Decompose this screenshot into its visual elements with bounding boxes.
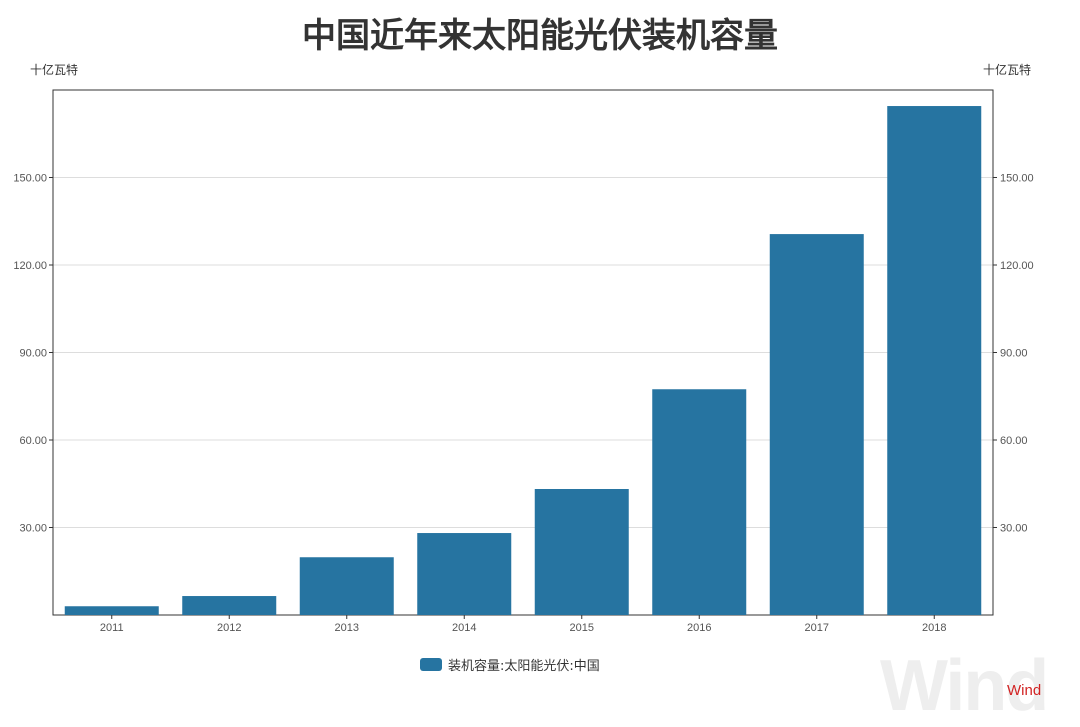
brand-label: Wind bbox=[1007, 682, 1042, 699]
y-axis-unit-right: 十亿瓦特 bbox=[983, 63, 1032, 77]
watermark-logo: Wind bbox=[880, 646, 1049, 726]
y-tick-label-left: 60.00 bbox=[19, 435, 47, 447]
y-tick-label-right: 30.00 bbox=[1000, 523, 1028, 535]
bar-2011 bbox=[64, 606, 159, 615]
x-tick-label: 2018 bbox=[922, 622, 946, 634]
legend-label: 装机容量:太阳能光伏:中国 bbox=[448, 658, 600, 674]
legend-swatch bbox=[420, 657, 442, 671]
y-tick-label-left: 30.00 bbox=[19, 523, 47, 535]
bar-2014 bbox=[417, 533, 512, 615]
x-tick-label: 2013 bbox=[335, 622, 359, 634]
y-tick-label-right: 120.00 bbox=[1000, 260, 1034, 272]
x-tick-label: 2012 bbox=[217, 622, 241, 634]
bar-2018 bbox=[887, 106, 982, 616]
y-tick-label-left: 90.00 bbox=[19, 348, 47, 360]
bar-2012 bbox=[182, 596, 277, 615]
y-tick-label-right: 60.00 bbox=[1000, 435, 1028, 447]
bar-2016 bbox=[652, 389, 747, 615]
x-tick-label: 2017 bbox=[805, 622, 829, 634]
x-tick-label: 2016 bbox=[687, 622, 711, 634]
y-axis-unit-left: 十亿瓦特 bbox=[30, 63, 79, 77]
legend[interactable]: 装机容量:太阳能光伏:中国 bbox=[420, 655, 600, 674]
x-tick-label: 2014 bbox=[452, 622, 476, 634]
y-tick-label-right: 150.00 bbox=[1000, 173, 1034, 185]
chart-title: 中国近年来太阳能光伏装机容量 bbox=[302, 16, 778, 56]
bar-2017 bbox=[769, 234, 864, 616]
y-tick-label-left: 120.00 bbox=[13, 260, 47, 272]
y-tick-label-right: 90.00 bbox=[1000, 348, 1028, 360]
x-tick-label: 2015 bbox=[570, 622, 594, 634]
x-tick-label: 2011 bbox=[100, 622, 124, 634]
y-tick-label-left: 150.00 bbox=[13, 173, 47, 185]
bar-2013 bbox=[299, 557, 394, 615]
bar-2015 bbox=[534, 489, 629, 615]
